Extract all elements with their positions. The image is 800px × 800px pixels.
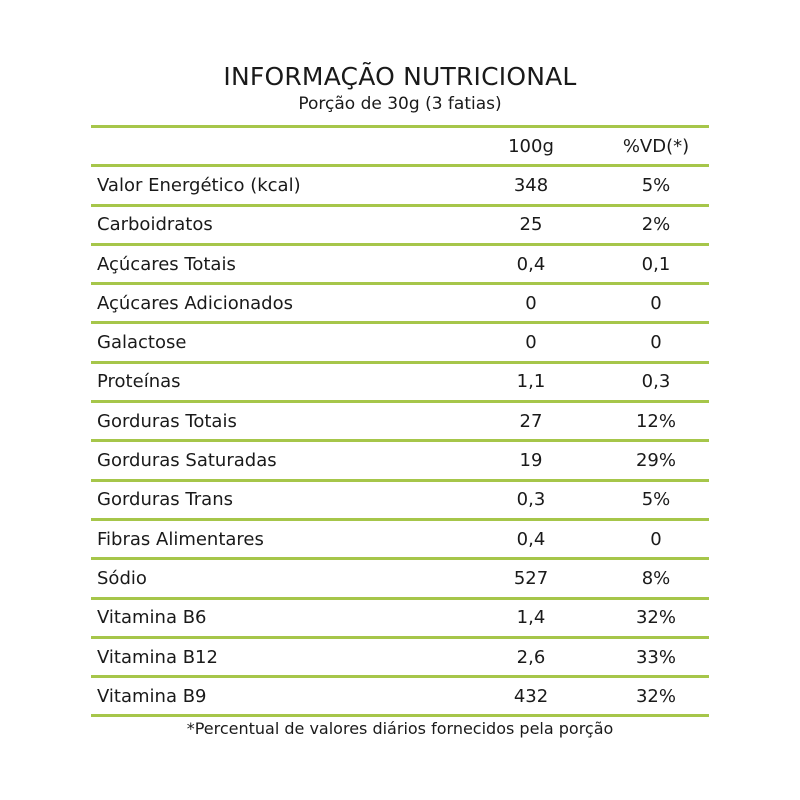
per-100g-value: 25 bbox=[519, 214, 543, 236]
table-row: Vitamina B6 1,4 32% bbox=[91, 600, 709, 636]
divider bbox=[91, 321, 709, 325]
daily-value: 32% bbox=[635, 685, 676, 707]
nutrient-label: Vitamina B9 bbox=[97, 685, 207, 707]
nutrient-label: Fibras Alimentares bbox=[97, 528, 264, 550]
divider bbox=[91, 282, 709, 286]
daily-value: 0,3 bbox=[641, 371, 671, 393]
per-100g-value: 527 bbox=[513, 567, 549, 589]
table-row: Açúcares Adicionados 0 0 bbox=[91, 285, 709, 321]
nutrient-label: Sódio bbox=[97, 567, 147, 589]
daily-value: 0 bbox=[650, 292, 662, 314]
divider bbox=[91, 360, 709, 364]
daily-value: 0,1 bbox=[641, 253, 671, 275]
table-row: Proteínas 1,1 0,3 bbox=[91, 364, 709, 400]
table-row: Galactose 0 0 bbox=[91, 324, 709, 360]
divider bbox=[91, 635, 709, 639]
per-100g-value: 2,6 bbox=[516, 646, 546, 668]
daily-value: 33% bbox=[635, 646, 676, 668]
column-header-100g: 100g bbox=[508, 135, 554, 157]
per-100g-value: 0,4 bbox=[516, 253, 546, 275]
divider bbox=[91, 439, 709, 443]
table-row: Carboidratos 25 2% bbox=[91, 207, 709, 243]
per-100g-value: 0 bbox=[525, 292, 537, 314]
divider bbox=[91, 675, 709, 679]
table-row: Gorduras Trans 0,3 5% bbox=[91, 482, 709, 518]
table-header-row: 100g %VD(*) bbox=[91, 128, 709, 164]
per-100g-value: 1,1 bbox=[516, 371, 546, 393]
divider bbox=[91, 164, 709, 168]
nutrient-label: Gorduras Totais bbox=[97, 410, 237, 432]
divider bbox=[91, 557, 709, 561]
nutrient-label: Galactose bbox=[97, 332, 187, 354]
per-100g-value: 19 bbox=[519, 450, 543, 472]
nutrition-table: 100g %VD(*) Valor Energético (kcal) 348 … bbox=[91, 125, 709, 718]
per-100g-value: 432 bbox=[513, 685, 549, 707]
daily-value: 2% bbox=[641, 214, 671, 236]
table-row: Sódio 527 8% bbox=[91, 560, 709, 596]
divider bbox=[91, 596, 709, 600]
nutrient-label: Açúcares Totais bbox=[97, 253, 236, 275]
table-row: Gorduras Saturadas 19 29% bbox=[91, 442, 709, 478]
table-row: Açúcares Totais 0,4 0,1 bbox=[91, 246, 709, 282]
per-100g-value: 0,3 bbox=[516, 489, 546, 511]
table-row: Vitamina B12 2,6 33% bbox=[91, 639, 709, 675]
daily-value: 0 bbox=[650, 332, 662, 354]
divider bbox=[91, 242, 709, 246]
per-100g-value: 1,4 bbox=[516, 607, 546, 629]
footnote: *Percentual de valores diários fornecido… bbox=[186, 719, 614, 738]
nutrient-label: Gorduras Saturadas bbox=[97, 450, 277, 472]
nutrient-label: Proteínas bbox=[97, 371, 181, 393]
page-title: INFORMAÇÃO NUTRICIONAL bbox=[223, 62, 577, 91]
table-row: Fibras Alimentares 0,4 0 bbox=[91, 521, 709, 557]
nutrient-label: Açúcares Adicionados bbox=[97, 292, 293, 314]
daily-value: 5% bbox=[641, 489, 671, 511]
daily-value: 0 bbox=[650, 528, 662, 550]
nutrient-label: Valor Energético (kcal) bbox=[97, 174, 301, 196]
divider bbox=[91, 517, 709, 521]
serving-size: Porção de 30g (3 fatias) bbox=[298, 94, 502, 114]
daily-value: 8% bbox=[641, 567, 671, 589]
daily-value: 32% bbox=[635, 607, 676, 629]
divider bbox=[91, 203, 709, 207]
table-row: Gorduras Totais 27 12% bbox=[91, 403, 709, 439]
nutrient-label: Vitamina B6 bbox=[97, 607, 207, 629]
divider bbox=[91, 400, 709, 404]
column-header-vd: %VD(*) bbox=[622, 135, 690, 157]
nutrient-label: Gorduras Trans bbox=[97, 489, 233, 511]
divider bbox=[91, 478, 709, 482]
nutrient-label: Carboidratos bbox=[97, 214, 213, 236]
per-100g-value: 0 bbox=[525, 332, 537, 354]
per-100g-value: 27 bbox=[519, 410, 543, 432]
daily-value: 12% bbox=[635, 410, 676, 432]
per-100g-value: 348 bbox=[513, 174, 549, 196]
table-row: Vitamina B9 432 32% bbox=[91, 678, 709, 714]
divider bbox=[91, 125, 709, 128]
table-row: Valor Energético (kcal) 348 5% bbox=[91, 167, 709, 203]
per-100g-value: 0,4 bbox=[516, 528, 546, 550]
daily-value: 5% bbox=[641, 174, 671, 196]
daily-value: 29% bbox=[635, 450, 676, 472]
divider bbox=[91, 714, 709, 718]
nutrient-label: Vitamina B12 bbox=[97, 646, 218, 668]
